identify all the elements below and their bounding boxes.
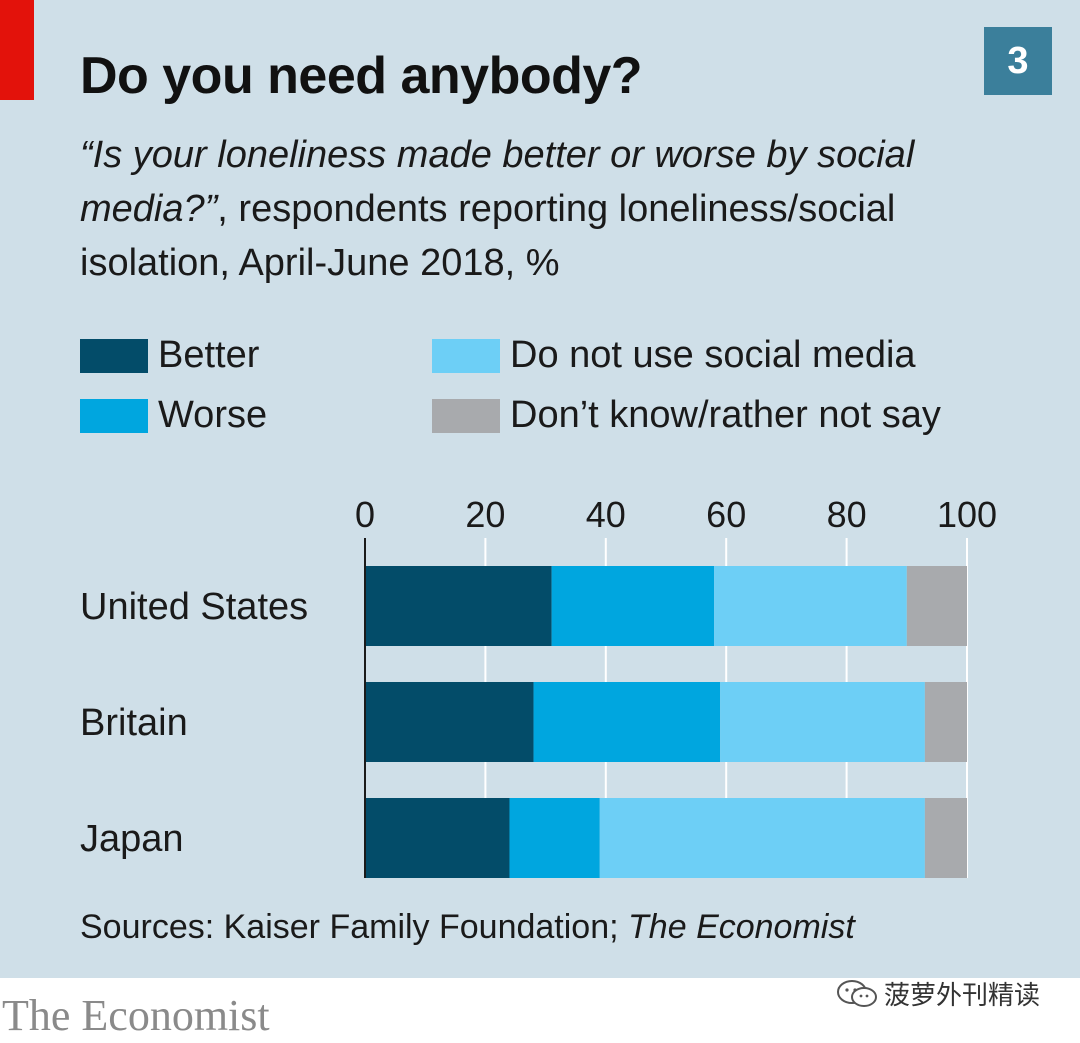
category-label: Japan — [80, 818, 184, 860]
category-label: United States — [80, 586, 308, 628]
bar-japan-do-not-use-social-media — [599, 798, 925, 878]
watermark: 菠萝外刊精读 — [836, 975, 1040, 1012]
source-note: Sources: Kaiser Family Foundation; The E… — [80, 908, 855, 947]
bar-united-states-worse — [551, 566, 715, 646]
chart-subtitle: “Is your loneliness made better or worse… — [80, 128, 980, 290]
legend-swatch-better — [80, 338, 148, 373]
bar-britain-do-not-use-social-media — [720, 682, 925, 762]
legend-label-worse: Worse — [158, 394, 268, 436]
tick-label-40: 40 — [586, 494, 626, 535]
legend-swatch-worse — [80, 398, 148, 433]
watermark-text: 菠萝外刊精读 — [884, 980, 1041, 1010]
legend-swatch-dont-know — [432, 398, 500, 433]
chart-title: Do you need anybody? — [80, 47, 643, 105]
legend-item-worse: Worse — [80, 394, 267, 437]
legend-label-better: Better — [158, 334, 260, 376]
subtitle-description: , respondents reporting loneliness/socia… — [80, 188, 896, 284]
tick-label-60: 60 — [706, 494, 746, 535]
stacked-bar-chart: 0 20 40 60 80 100 United States Britain Japan — [80, 494, 997, 878]
chat-bubbles-icon — [837, 979, 877, 1007]
source-publication: The Economist — [628, 908, 855, 946]
bar-united-states-do-not-use-social-media — [714, 566, 907, 646]
subtitle-question: “Is your loneliness made better or worse… — [80, 134, 915, 230]
bar-britain-better — [365, 682, 534, 762]
tick-label-0: 0 — [355, 494, 375, 535]
legend-item-no-social: Do not use social media — [432, 334, 916, 377]
bar-britain-don-t-know-rather-not-say — [924, 682, 967, 762]
legend-item-better: Better — [80, 334, 259, 377]
bar-britain-worse — [533, 682, 721, 762]
legend-swatch-no-social — [432, 338, 500, 373]
bar-japan-worse — [509, 798, 600, 878]
economist-logo: The Economist — [2, 991, 270, 1040]
legend-label-dont-know: Don’t know/rather not say — [510, 394, 941, 436]
bar-united-states-better — [365, 566, 552, 646]
bar-united-states-don-t-know-rather-not-say — [906, 566, 967, 646]
chart-number-badge: 3 — [984, 27, 1052, 95]
red-corner-tag — [0, 0, 34, 100]
tick-label-100: 100 — [937, 494, 997, 535]
tick-label-20: 20 — [465, 494, 505, 535]
tick-label-80: 80 — [827, 494, 867, 535]
category-label: Britain — [80, 702, 188, 744]
source-text: Sources: Kaiser Family Foundation; — [80, 908, 629, 946]
bar-japan-better — [365, 798, 510, 878]
legend-label-no-social: Do not use social media — [510, 334, 916, 376]
legend-item-dont-know: Don’t know/rather not say — [432, 394, 941, 437]
bar-japan-don-t-know-rather-not-say — [924, 798, 967, 878]
